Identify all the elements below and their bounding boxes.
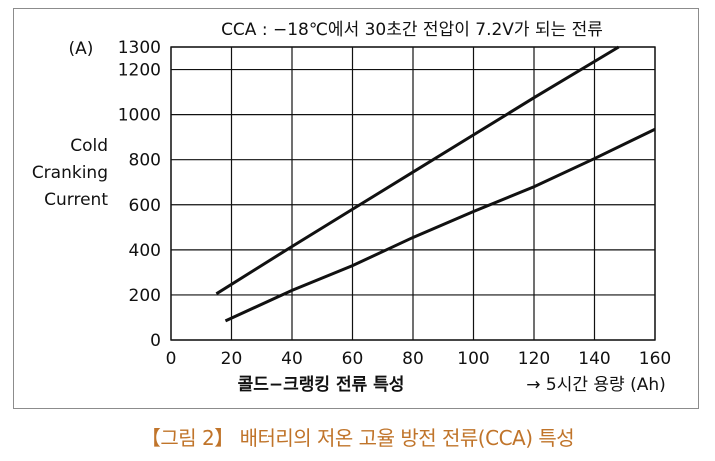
y-axis-label-line: Cranking xyxy=(32,163,108,183)
x-tick-label: 20 xyxy=(221,349,243,369)
y-tick-label: 600 xyxy=(129,196,161,216)
chart-title: CCA : −18℃에서 30초간 전압이 7.2V가 되는 전류 xyxy=(221,20,603,40)
y-tick-label: 400 xyxy=(129,241,161,261)
series-line-1 xyxy=(215,45,620,296)
y-axis-label-line: Cold xyxy=(70,136,108,156)
y-tick-label: 1300 xyxy=(118,38,161,58)
x-tick-label: 140 xyxy=(578,349,610,369)
grid xyxy=(170,46,656,341)
x-tick-labels: 0 20 40 60 80 100 120 140 160 xyxy=(166,349,672,369)
y-tick-label: 1000 xyxy=(118,106,161,126)
y-tick-label: 800 xyxy=(129,151,161,171)
series-line-2 xyxy=(224,127,656,323)
x-tick-label: 40 xyxy=(281,349,303,369)
x-tick-label: 60 xyxy=(342,349,364,369)
x-tick-label: 80 xyxy=(402,349,424,369)
figure-caption: 【그림 2】 배터리의 저온 고율 방전 전류(CCA) 특성 xyxy=(140,426,575,450)
y-tick-labels: 0 200 400 600 800 1000 1200 1300 xyxy=(118,38,161,351)
x-axis-label: 콜드−크랭킹 전류 특성 xyxy=(238,375,405,395)
x-tick-label: 100 xyxy=(457,349,489,369)
y-axis-label: Cold Cranking Current xyxy=(32,136,109,210)
y-tick-label: 1200 xyxy=(118,61,161,81)
series-layer xyxy=(215,45,656,323)
x-tick-label: 120 xyxy=(518,349,550,369)
x-axis-unit-label: → 5시간 용량 (Ah) xyxy=(526,375,666,395)
x-tick-label: 160 xyxy=(639,349,671,369)
plot-area-border xyxy=(170,46,656,341)
y-axis-unit: (A) xyxy=(69,39,94,59)
y-axis-label-line: Current xyxy=(44,190,108,210)
x-tick-label: 0 xyxy=(166,349,177,369)
y-tick-label: 200 xyxy=(129,286,161,306)
y-tick-label: 0 xyxy=(150,331,161,351)
